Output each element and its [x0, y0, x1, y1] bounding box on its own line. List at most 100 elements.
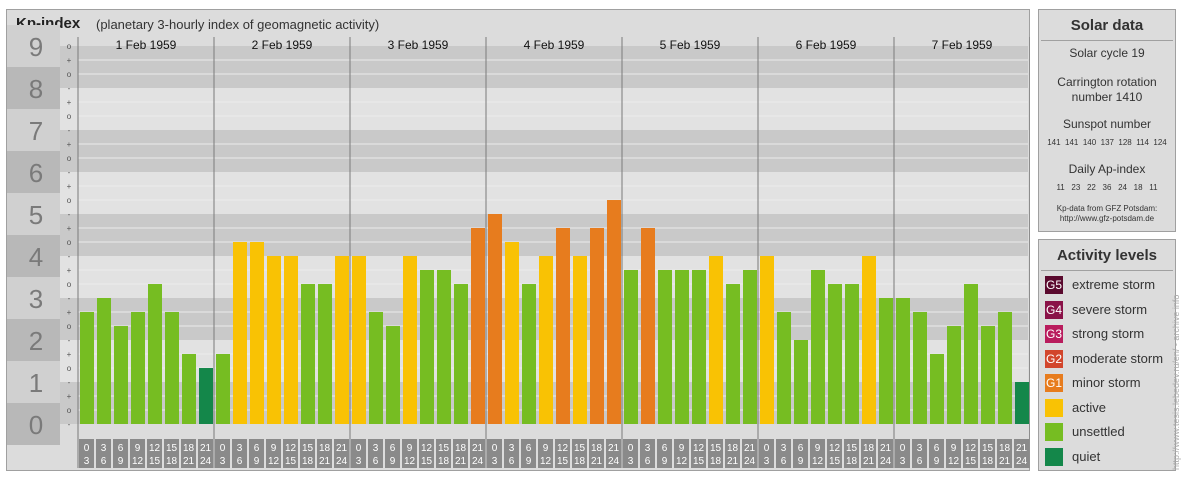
hour-start-label: 15	[302, 443, 314, 454]
hour-start-label: 15	[710, 443, 722, 454]
hour-end-label: 18	[846, 456, 858, 467]
y-tick-label: 1	[29, 368, 43, 398]
y-subtick-label: o	[67, 42, 72, 51]
legend-swatch: G5	[1045, 276, 1063, 294]
y-subtick-label: -	[68, 420, 71, 429]
y-tick-label: 0	[29, 410, 43, 440]
legend-label: quiet	[1072, 448, 1101, 464]
solar-cycle: Solar cycle 19	[1069, 46, 1145, 60]
kp-bar	[352, 256, 366, 424]
source-credit: http://www.tesis.lebedev.ru/en/ - archiv…	[1171, 294, 1181, 470]
hour-end-label: 6	[237, 456, 243, 467]
hour-start-label: 3	[373, 443, 379, 454]
hour-end-label: 15	[421, 456, 433, 467]
hour-tile	[640, 439, 655, 468]
y-axis-cell	[7, 193, 60, 235]
hour-end-label: 18	[438, 456, 450, 467]
hour-tile	[232, 439, 247, 468]
y-subtick-label: o	[67, 70, 72, 79]
kp-bar	[964, 284, 978, 424]
hour-end-label: 18	[982, 456, 994, 467]
hour-tile	[742, 439, 757, 468]
hour-tile	[623, 439, 638, 468]
hour-start-label: 18	[183, 443, 195, 454]
hour-end-label: 15	[285, 456, 297, 467]
legend-label: unsettled	[1072, 424, 1125, 439]
hour-end-label: 6	[373, 456, 379, 467]
hour-end-label: 9	[662, 456, 668, 467]
y-subtick-label: o	[67, 238, 72, 247]
hour-start-label: 21	[472, 443, 484, 454]
kp-bar	[930, 353, 944, 424]
hour-end-label: 21	[999, 456, 1011, 467]
hour-start-label: 15	[574, 443, 586, 454]
hour-start-label: 21	[1016, 443, 1028, 454]
hour-tile	[895, 439, 910, 468]
hour-tile	[980, 439, 995, 468]
kp-bar	[216, 353, 230, 424]
kp-bar	[233, 242, 247, 424]
activity-levels-panel: Activity levels G5 extreme storm G4 severe …	[1038, 239, 1176, 471]
kp-bar	[709, 256, 723, 424]
hour-end-label: 6	[781, 456, 787, 467]
hour-tile	[266, 439, 281, 468]
kp-bar	[845, 284, 859, 424]
y-subtick-label: o	[67, 364, 72, 373]
day-label: 6 Feb 1959	[796, 38, 857, 52]
hour-end-label: 21	[591, 456, 603, 467]
legend-swatch	[1045, 398, 1063, 417]
carrington-line-1: Carrington rotation	[1057, 75, 1157, 89]
hour-tile	[283, 439, 298, 468]
kp-bar	[471, 227, 485, 424]
hour-tile	[810, 439, 825, 468]
hour-tile	[572, 439, 587, 468]
hour-start-label: 12	[829, 443, 841, 454]
solar-data-divider	[1041, 40, 1173, 41]
hour-end-label: 12	[676, 456, 688, 467]
hour-tile	[589, 439, 604, 468]
hour-start-label: 12	[421, 443, 433, 454]
kp-bar	[165, 311, 179, 424]
kp-bar	[675, 269, 689, 424]
hour-end-label: 9	[390, 456, 396, 467]
kp-bar	[97, 298, 111, 424]
kp-bar	[794, 340, 808, 424]
y-subtick-label: -	[68, 252, 71, 261]
kp-bar	[1015, 382, 1029, 424]
hour-start-label: 6	[118, 443, 124, 454]
hour-tile	[300, 439, 315, 468]
hour-tile	[436, 439, 451, 468]
hour-start-label: 3	[509, 443, 515, 454]
hour-tile	[555, 439, 570, 468]
hour-start-label: 0	[628, 443, 634, 454]
hour-end-label: 21	[727, 456, 739, 467]
hour-start-label: 15	[982, 443, 994, 454]
hour-start-label: 0	[84, 443, 90, 454]
hour-end-label: 15	[149, 456, 161, 467]
hour-tile	[198, 439, 213, 468]
hour-end-label: 3	[84, 456, 90, 467]
kp-bar	[998, 311, 1012, 424]
hour-end-label: 21	[319, 456, 331, 467]
hour-start-label: 9	[407, 443, 413, 454]
sunspot-title: Sunspot number	[1062, 117, 1152, 131]
y-tick-label: 6	[29, 158, 43, 188]
hour-end-label: 12	[404, 456, 416, 467]
hour-start-label: 3	[917, 443, 923, 454]
hour-end-label: 24	[336, 456, 348, 467]
y-axis-cell	[7, 67, 60, 109]
y-tick-label: 5	[29, 200, 43, 230]
level-band	[7, 46, 1028, 88]
hour-end-label: 24	[744, 456, 756, 467]
legend-label: active	[1072, 399, 1106, 415]
hour-tile	[708, 439, 723, 468]
kp-bar	[505, 242, 519, 424]
hour-start-label: 6	[662, 443, 668, 454]
y-subtick-label: o	[67, 406, 72, 415]
y-axis-cell	[7, 319, 60, 361]
hour-end-label: 24	[608, 456, 620, 467]
hour-start-label: 15	[846, 443, 858, 454]
hour-end-label: 3	[492, 456, 498, 467]
hour-end-label: 3	[900, 456, 906, 467]
hour-end-label: 9	[934, 456, 940, 467]
